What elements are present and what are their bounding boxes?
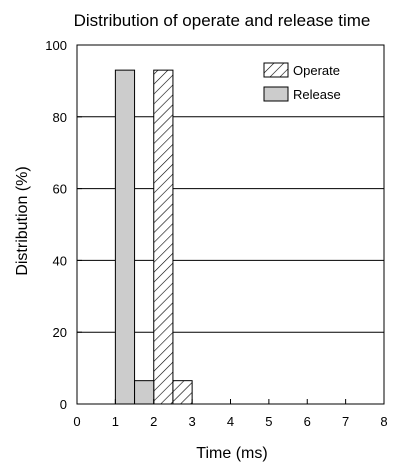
bar-release-1: [114, 69, 136, 405]
x-tick-label: 0: [73, 414, 80, 429]
x-tick-label: 6: [304, 414, 311, 429]
y-tick-label: 80: [53, 110, 67, 125]
y-tick-label: 40: [53, 253, 67, 268]
y-tick-label: 0: [60, 397, 67, 412]
bar-operate-2: [153, 69, 174, 405]
y-tick-label: 20: [53, 325, 67, 340]
legend-label-release: Release: [293, 87, 341, 102]
legend-swatch-operate: [263, 62, 289, 78]
x-tick-label: 2: [150, 414, 157, 429]
y-tick-label: 60: [53, 182, 67, 197]
x-tick-label: 7: [342, 414, 349, 429]
chart-title: Distribution of operate and release time: [74, 11, 371, 30]
legend-swatch-release: [263, 86, 289, 102]
x-tick-label: 8: [380, 414, 387, 429]
x-tick-label: 3: [189, 414, 196, 429]
bar-operate-2.5: [172, 380, 193, 405]
legend-label-operate: Operate: [293, 63, 340, 78]
x-tick-label: 5: [265, 414, 272, 429]
x-tick-label: 1: [112, 414, 119, 429]
y-tick-label: 100: [45, 38, 67, 53]
x-axis-label: Time (ms): [196, 445, 267, 462]
bar-release-1.5: [134, 380, 155, 405]
legend: Operate Release: [263, 62, 341, 102]
y-axis-label: Distribution (%): [14, 166, 31, 275]
bars: [114, 69, 193, 405]
x-tick-label: 4: [227, 414, 234, 429]
